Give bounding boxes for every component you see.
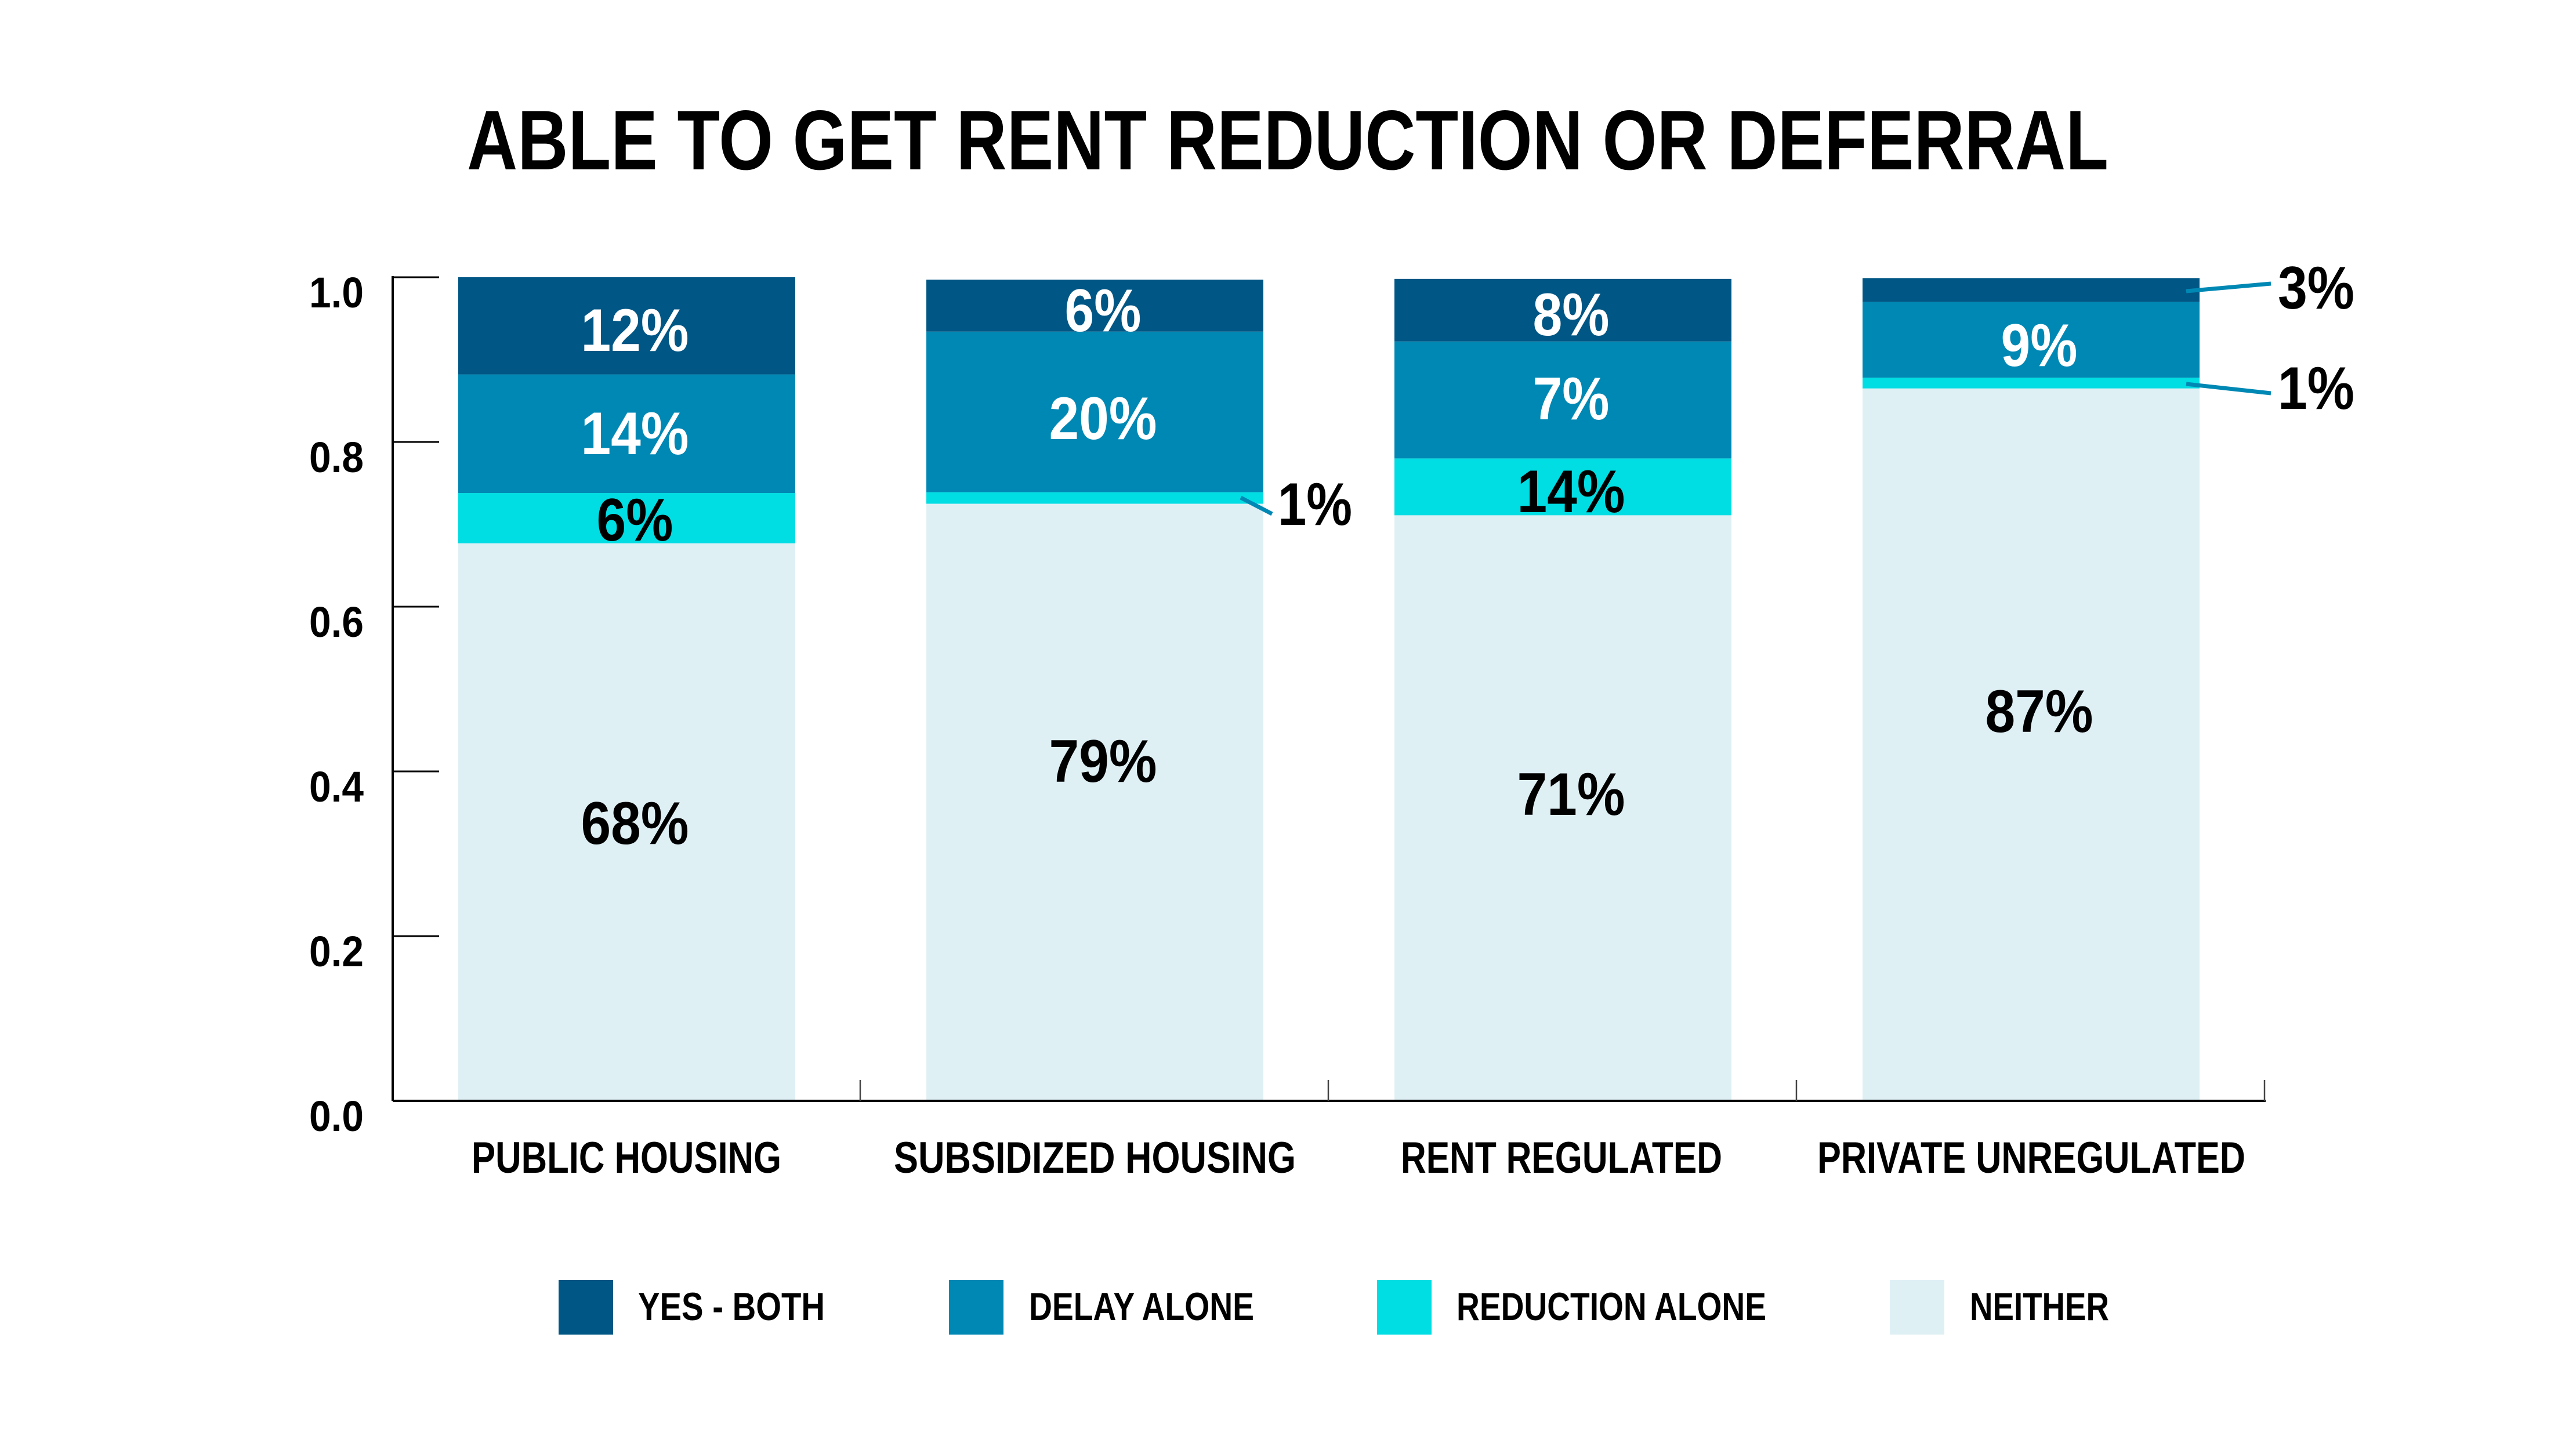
data-label-rent-regulated-neither: 71%: [1517, 761, 1625, 828]
bar-segment-subsidized-housing-reduction-alone: [926, 492, 1263, 504]
legend-swatch-delay-alone: [949, 1280, 1003, 1335]
callout-leader-line: [2186, 281, 2271, 293]
x-tick-label-rent-regulated: RENT REGULATED: [1401, 1133, 1722, 1183]
y-tick-label: 0.2: [309, 927, 364, 976]
x-tick-label-subsidized-housing: SUBSIDIZED HOUSING: [894, 1133, 1296, 1183]
legend-label-delay-alone: DELAY ALONE: [1029, 1285, 1254, 1329]
x-tick-label-public-housing: PUBLIC HOUSING: [472, 1133, 781, 1183]
bar-segment-rent-regulated-yes-both: [1394, 278, 1731, 342]
data-label-rent-regulated-reduction-alone: 14%: [1517, 458, 1625, 525]
legend-swatch-reduction-alone: [1377, 1280, 1432, 1335]
bar-segment-private-unregulated-neither: [1863, 388, 2200, 1101]
legend-label-yes-both: YES - BOTH: [638, 1285, 825, 1329]
y-tick-label: 1.0: [309, 269, 364, 317]
chart-title: ABLE TO GET RENT REDUCTION OR DEFERRAL: [467, 93, 2108, 187]
data-label-subsidized-housing-delay-alone: 20%: [1049, 385, 1157, 452]
bar-segment-rent-regulated-delay-alone: [1394, 341, 1731, 459]
bar-segment-public-housing-yes-both: [458, 277, 795, 375]
legend: YES - BOTH DELAY ALONE REDUCTION ALONE NEIT…: [559, 1280, 2109, 1335]
data-label-private-unregulated-neither: 87%: [1986, 678, 2093, 745]
data-label-rent-regulated-delay-alone: 7%: [1533, 365, 1610, 433]
bar-segment-subsidized-housing-delay-alone: [926, 331, 1263, 492]
callout-leader-line: [1240, 495, 1273, 516]
bar-segment-rent-regulated-reduction-alone: [1394, 458, 1731, 516]
callouts-group: 1% 3% 1%: [1240, 255, 2354, 538]
legend-swatch-neither: [1890, 1280, 1944, 1335]
legend-item-delay-alone: DELAY ALONE: [949, 1280, 1254, 1335]
bar-segment-public-housing-neither: [458, 543, 795, 1101]
y-tick-label: 0.0: [309, 1092, 364, 1140]
data-label-public-housing-neither: 68%: [581, 790, 689, 857]
data-label-rent-regulated-yes-both: 8%: [1533, 281, 1610, 349]
x-ticks-group: PUBLIC HOUSING SUBSIDIZED HOUSING RENT REG…: [472, 1080, 2266, 1183]
legend-item-reduction-alone: REDUCTION ALONE: [1377, 1280, 1766, 1335]
legend-swatch-yes-both: [559, 1280, 613, 1335]
legend-label-reduction-alone: REDUCTION ALONE: [1457, 1285, 1766, 1329]
callout-label-private-unregulated-yes-both: 3%: [2278, 255, 2354, 322]
data-label-private-unregulated-delay-alone: 9%: [2001, 312, 2078, 379]
callout-leader-line: [2186, 382, 2271, 396]
axes-group: [392, 276, 2266, 1102]
bars-group: [458, 277, 2200, 1101]
callout-label-private-unregulated-reduction-alone: 1%: [2278, 355, 2354, 422]
y-tick-label: 0.4: [309, 763, 364, 811]
data-label-subsidized-housing-yes-both: 6%: [1065, 277, 1142, 345]
bar-segment-private-unregulated-yes-both: [1863, 278, 2200, 302]
y-tick-label: 0.8: [309, 433, 364, 481]
legend-label-neither: NEITHER: [1970, 1285, 2109, 1329]
legend-item-neither: NEITHER: [1890, 1280, 2109, 1335]
bar-segment-subsidized-housing-yes-both: [926, 280, 1263, 332]
bar-segment-rent-regulated-neither: [1394, 515, 1731, 1101]
x-tick-label-private-unregulated: PRIVATE UNREGULATED: [1817, 1133, 2245, 1183]
bar-segment-public-housing-reduction-alone: [458, 493, 795, 543]
legend-item-yes-both: YES - BOTH: [559, 1280, 825, 1335]
bar-segment-subsidized-housing-neither: [926, 503, 1263, 1101]
data-label-public-housing-reduction-alone: 6%: [597, 487, 673, 554]
bar-segment-public-housing-delay-alone: [458, 374, 795, 494]
data-label-public-housing-delay-alone: 14%: [581, 400, 689, 467]
data-label-public-housing-yes-both: 12%: [581, 297, 689, 364]
segment-labels-group: 68% 6% 14% 12% 79% 20% 6% 71% 14% 7% 8% 87% 9%: [581, 277, 2093, 857]
callout-label-subsidized-housing-reduction-alone: 1%: [1278, 471, 1352, 538]
bar-segment-private-unregulated-delay-alone: [1863, 302, 2200, 378]
data-label-subsidized-housing-neither: 79%: [1049, 728, 1157, 795]
y-ticks-group: 0.0 0.2 0.4 0.6 0.8 1.0: [309, 269, 439, 1140]
bar-segment-private-unregulated-reduction-alone: [1863, 378, 2200, 389]
y-tick-label: 0.6: [309, 598, 364, 646]
